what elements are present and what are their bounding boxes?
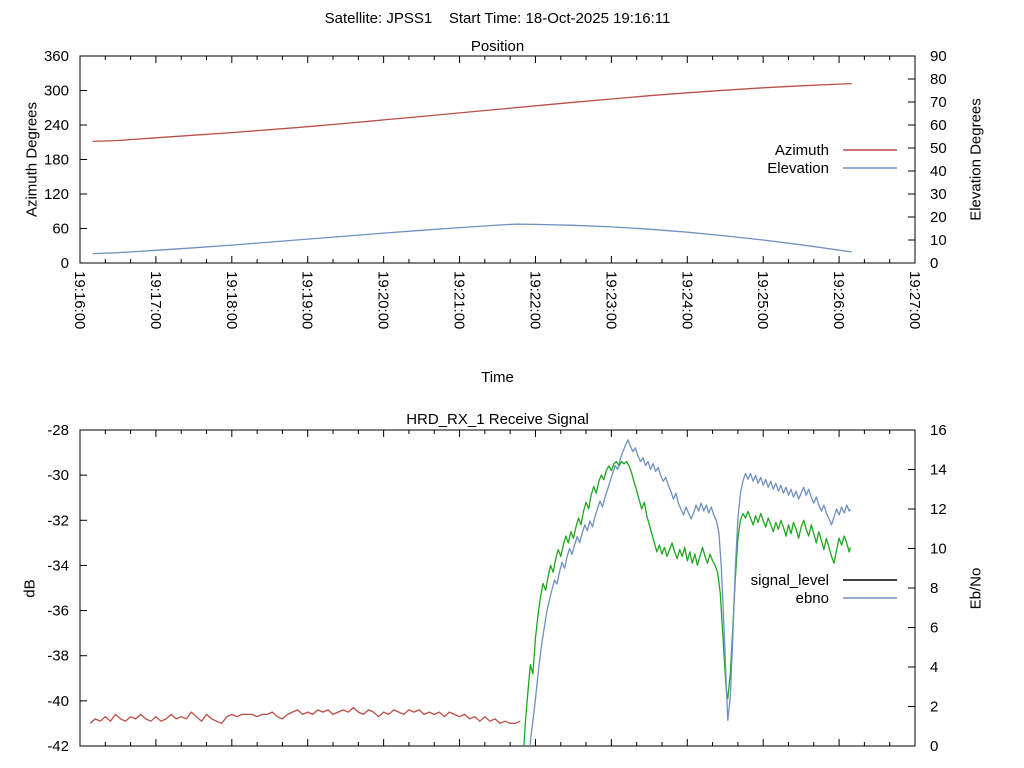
y-right-tick-label: 10 xyxy=(930,541,947,558)
y-right-tick-label: 60 xyxy=(930,117,947,134)
legend-label-ebno: ebno xyxy=(796,590,829,607)
y-left-tick-label: -40 xyxy=(47,693,69,710)
y-left-tick-label: -32 xyxy=(47,512,69,529)
legend-label-signal_level: signal_level xyxy=(751,572,829,589)
x-tick-label: 19:27:00 xyxy=(906,271,923,329)
y-right-tick-label: 30 xyxy=(930,186,947,203)
x-tick-label: 19:24:00 xyxy=(678,271,695,329)
y-right-tick-label: 16 xyxy=(930,422,947,439)
y-right-tick-label: 90 xyxy=(930,48,947,65)
y-left-tick-label: -36 xyxy=(47,603,69,620)
series-signal_level_locked xyxy=(523,460,852,746)
y-right-tick-label: 40 xyxy=(930,163,947,180)
y-left-tick-label: 180 xyxy=(44,152,69,169)
series-Azimuth xyxy=(92,82,852,143)
legend-label-Elevation: Elevation xyxy=(767,160,829,177)
y-left-tick-label: 300 xyxy=(44,83,69,100)
window-title: Satellite: JPSS1 Start Time: 18-Oct-2025… xyxy=(324,10,671,27)
x-tick-label: 19:20:00 xyxy=(375,271,392,329)
x-tick-label: 19:18:00 xyxy=(223,271,240,329)
legend-label-Azimuth: Azimuth xyxy=(775,142,829,159)
y-right-tick-label: 20 xyxy=(930,209,947,226)
y-right-tick-label: 8 xyxy=(930,580,938,597)
series-Elevation xyxy=(92,223,852,255)
chart2-title: HRD_RX_1 Receive Signal xyxy=(406,411,589,428)
y-right-tick-label: 50 xyxy=(930,140,947,157)
x-tick-label: 19:19:00 xyxy=(299,271,316,329)
series-signal_level_unlocked xyxy=(89,706,521,725)
x-tick-label: 19:23:00 xyxy=(602,271,619,329)
y-left-tick-label: -30 xyxy=(47,467,69,484)
y-left-tick-label: -42 xyxy=(47,738,69,755)
y-right-tick-label: 12 xyxy=(930,501,947,518)
series-ebno xyxy=(529,439,852,746)
y-right-tick-label: 14 xyxy=(930,462,947,479)
y-right-tick-label: 80 xyxy=(930,71,947,88)
chart-1: 0 60 120 180 240 300 360 0 10 20 30 40 50 60 70 80 90 19:… xyxy=(44,48,947,329)
y-right-tick-label: 2 xyxy=(930,699,938,716)
y-left-tick-label: -28 xyxy=(47,422,69,439)
y-right-tick-label: 4 xyxy=(930,659,938,676)
y-left-tick-label: 240 xyxy=(44,117,69,134)
chart-2: -42 -40 -38 -36 -34 -32 -30 -28 0 2 4 6 8 10 12 14 16 sig… xyxy=(47,422,947,755)
y-left-tick-label: 120 xyxy=(44,186,69,203)
y-right-tick-label: 0 xyxy=(930,738,938,755)
x-tick-label: 19:22:00 xyxy=(526,271,543,329)
x-tick-label: 19:26:00 xyxy=(830,271,847,329)
y-left-tick-label: -38 xyxy=(47,648,69,665)
y-left-tick-label: -34 xyxy=(47,557,69,574)
y-right-tick-label: 10 xyxy=(930,232,947,249)
chart1-title: Position xyxy=(470,38,525,55)
y-left-tick-label: 360 xyxy=(44,48,69,65)
y-right-tick-label: 6 xyxy=(930,620,938,637)
x-tick-label: 19:21:00 xyxy=(451,271,468,329)
x-tick-label: 19:25:00 xyxy=(754,271,771,329)
x-tick-label: 19:16:00 xyxy=(71,271,88,329)
y-left-tick-label: 0 xyxy=(61,255,69,272)
x-tick-label: 19:17:00 xyxy=(147,271,164,329)
y-right-tick-label: 70 xyxy=(930,94,947,111)
y-left-tick-label: 60 xyxy=(52,221,69,238)
y-right-tick-label: 0 xyxy=(930,255,938,272)
x-axis-label: Time xyxy=(481,369,514,386)
